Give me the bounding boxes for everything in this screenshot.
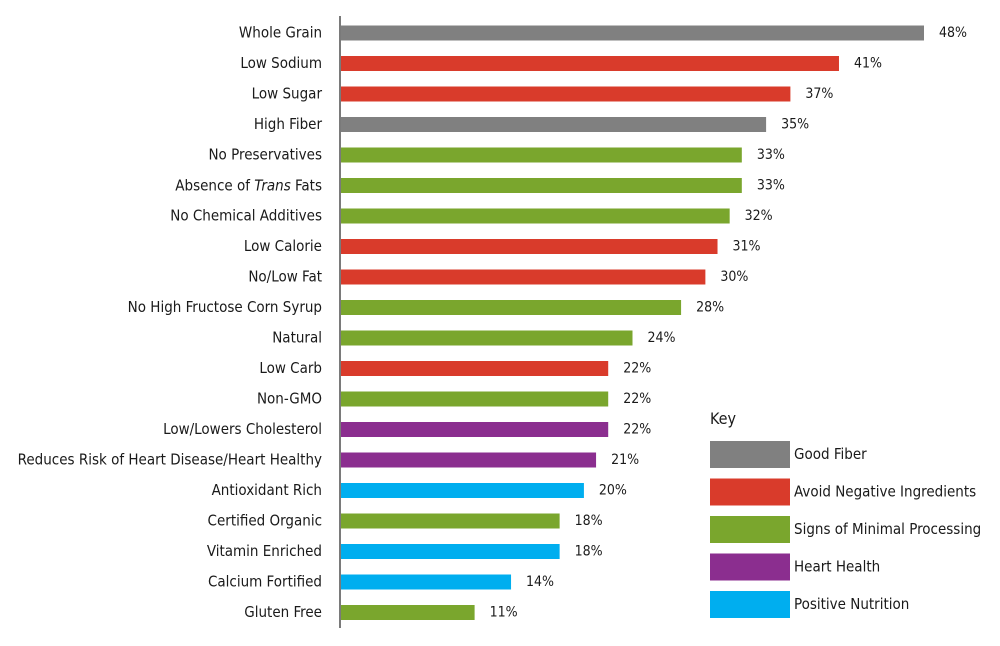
category-label: Low Carb — [259, 359, 322, 377]
category-label: Certified Organic — [208, 512, 322, 530]
value-label: 48% — [939, 25, 967, 41]
bar — [341, 605, 475, 620]
category-label: Antioxidant Rich — [212, 481, 322, 499]
value-label: 22% — [623, 422, 651, 438]
legend-label: Signs of Minimal Processing — [794, 520, 981, 538]
legend: Key Good Fiber Avoid Negative Ingredients… — [710, 409, 981, 618]
bar — [341, 25, 924, 41]
value-label: 24% — [648, 330, 676, 346]
legend-swatch — [710, 441, 790, 468]
legend-label: Avoid Negative Ingredients — [794, 483, 976, 501]
value-label: 35% — [781, 117, 809, 133]
category-label: Calcium Fortified — [208, 573, 322, 591]
bar — [341, 513, 560, 529]
category-label: No Chemical Additives — [170, 207, 322, 225]
bar — [341, 239, 718, 254]
value-label: 28% — [696, 300, 724, 316]
bar — [341, 330, 633, 346]
legend-swatch — [710, 516, 790, 543]
category-label: Low Calorie — [244, 237, 322, 255]
bar — [341, 147, 742, 163]
category-label: No/Low Fat — [248, 268, 322, 286]
bar — [341, 56, 839, 71]
category-label: No Preservatives — [208, 146, 322, 164]
value-label: 33% — [757, 178, 785, 194]
category-label: Low Sodium — [240, 54, 322, 72]
legend-label: Positive Nutrition — [794, 595, 909, 613]
category-label: High Fiber — [254, 115, 323, 133]
value-label: 21% — [611, 452, 639, 468]
category-label: Low/Lowers Cholesterol — [163, 420, 322, 438]
legend-label: Heart Health — [794, 558, 880, 576]
value-label: 22% — [623, 361, 651, 377]
value-label: 14% — [526, 574, 554, 590]
legend-swatch — [710, 591, 790, 618]
value-label: 37% — [805, 86, 833, 102]
category-label: No High Fructose Corn Syrup — [128, 298, 322, 316]
value-label: 11% — [490, 605, 518, 621]
bar — [341, 86, 791, 102]
bar — [341, 544, 560, 559]
value-label: 33% — [757, 147, 785, 163]
value-label: 18% — [575, 544, 603, 560]
bar — [341, 452, 597, 468]
bar — [341, 574, 512, 590]
bars-layer: Whole Grain 48% Low Sodium 41% Low Sugar 37% H… — [18, 24, 967, 622]
category-label: Absence of Trans Fats — [175, 176, 322, 194]
bar — [341, 300, 682, 315]
legend-title: Key — [710, 409, 737, 428]
legend-label: Good Fiber — [794, 445, 867, 463]
bar — [341, 269, 706, 285]
value-label: 30% — [720, 269, 748, 285]
category-label: Reduces Risk of Heart Disease/Heart Heal… — [18, 451, 322, 469]
bar — [341, 208, 730, 224]
legend-swatch — [710, 478, 790, 506]
bar — [341, 391, 609, 407]
category-label: Vitamin Enriched — [207, 542, 322, 560]
category-label: Whole Grain — [239, 24, 322, 42]
category-label: Natural — [272, 329, 322, 347]
value-label: 20% — [599, 483, 627, 499]
value-label: 41% — [854, 56, 882, 72]
bar — [341, 178, 742, 193]
category-label: Low Sugar — [252, 85, 323, 103]
bar — [341, 422, 609, 437]
value-label: 32% — [745, 208, 773, 224]
bar — [341, 361, 609, 376]
bar — [341, 483, 584, 498]
value-label: 18% — [575, 513, 603, 529]
value-label: 31% — [733, 239, 761, 255]
category-label: Gluten Free — [244, 603, 322, 621]
value-label: 22% — [623, 391, 651, 407]
legend-swatch — [710, 553, 790, 581]
bar — [341, 117, 767, 132]
category-label: Non-GMO — [257, 390, 322, 408]
